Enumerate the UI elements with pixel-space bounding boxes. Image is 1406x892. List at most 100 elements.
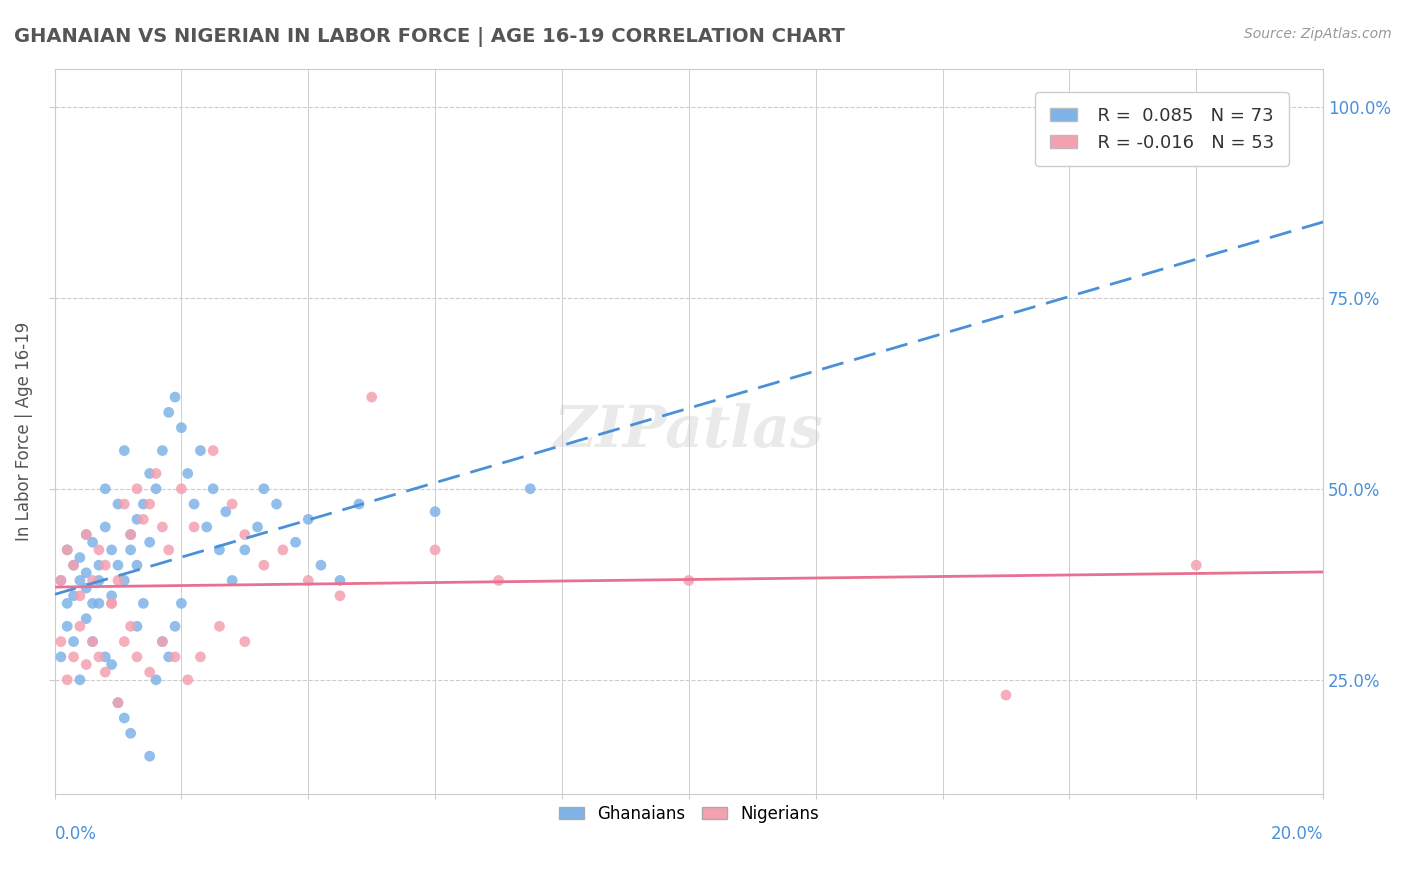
Point [56, 542, 79, 557]
Point [221, 497, 243, 511]
Point [138, 535, 160, 549]
Point [170, 596, 193, 610]
Text: 0.0%: 0.0% [55, 825, 97, 843]
Point [145, 467, 167, 481]
Point [87, 574, 110, 588]
Point [138, 467, 160, 481]
Point [120, 542, 142, 557]
Point [100, 542, 122, 557]
Point [120, 527, 142, 541]
Point [120, 726, 142, 740]
Point [69, 589, 91, 603]
Point [112, 711, 135, 725]
Point [157, 405, 180, 419]
Point [125, 649, 148, 664]
Point [56, 673, 79, 687]
Point [49, 649, 72, 664]
Point [488, 574, 510, 588]
Point [132, 596, 155, 610]
Y-axis label: In Labor Force | Age 16-19: In Labor Force | Age 16-19 [15, 322, 32, 541]
Point [329, 574, 352, 588]
Point [69, 673, 91, 687]
Point [678, 574, 700, 588]
Point [1185, 558, 1208, 573]
Point [100, 657, 122, 672]
Legend: Ghanaians, Nigerians: Ghanaians, Nigerians [553, 798, 825, 830]
Point [297, 574, 319, 588]
Point [190, 649, 212, 664]
Point [150, 443, 173, 458]
Point [253, 558, 276, 573]
Point [233, 527, 256, 541]
Point [75, 581, 97, 595]
Point [120, 527, 142, 541]
Point [150, 634, 173, 648]
Point [246, 520, 269, 534]
Point [190, 443, 212, 458]
Point [112, 634, 135, 648]
Text: Source: ZipAtlas.com: Source: ZipAtlas.com [1244, 27, 1392, 41]
Point [87, 542, 110, 557]
Point [75, 527, 97, 541]
Text: 20.0%: 20.0% [1271, 825, 1323, 843]
Point [138, 497, 160, 511]
Point [56, 542, 79, 557]
Point [107, 696, 129, 710]
Point [100, 596, 122, 610]
Point [423, 542, 446, 557]
Point [75, 657, 97, 672]
Point [56, 619, 79, 633]
Point [82, 596, 104, 610]
Point [145, 482, 167, 496]
Point [75, 566, 97, 580]
Point [360, 390, 382, 404]
Point [183, 520, 205, 534]
Point [112, 574, 135, 588]
Point [233, 634, 256, 648]
Point [284, 535, 307, 549]
Point [62, 558, 84, 573]
Point [163, 390, 186, 404]
Point [87, 649, 110, 664]
Point [215, 505, 238, 519]
Point [157, 542, 180, 557]
Point [150, 634, 173, 648]
Point [62, 649, 84, 664]
Point [221, 574, 243, 588]
Point [107, 574, 129, 588]
Point [107, 497, 129, 511]
Point [69, 574, 91, 588]
Point [75, 527, 97, 541]
Point [233, 542, 256, 557]
Point [329, 589, 352, 603]
Point [69, 619, 91, 633]
Point [62, 589, 84, 603]
Point [49, 574, 72, 588]
Point [994, 688, 1017, 702]
Point [75, 612, 97, 626]
Text: ZIPatlas: ZIPatlas [554, 403, 824, 459]
Point [94, 558, 117, 573]
Point [170, 482, 193, 496]
Point [195, 520, 218, 534]
Point [145, 673, 167, 687]
Point [253, 482, 276, 496]
Point [82, 634, 104, 648]
Point [132, 497, 155, 511]
Point [266, 497, 288, 511]
Point [56, 596, 79, 610]
Point [100, 596, 122, 610]
Point [157, 649, 180, 664]
Point [271, 542, 294, 557]
Point [163, 619, 186, 633]
Point [100, 589, 122, 603]
Point [202, 443, 225, 458]
Point [107, 696, 129, 710]
Point [183, 497, 205, 511]
Point [423, 505, 446, 519]
Point [163, 649, 186, 664]
Point [82, 634, 104, 648]
Point [202, 482, 225, 496]
Point [94, 665, 117, 680]
Point [82, 535, 104, 549]
